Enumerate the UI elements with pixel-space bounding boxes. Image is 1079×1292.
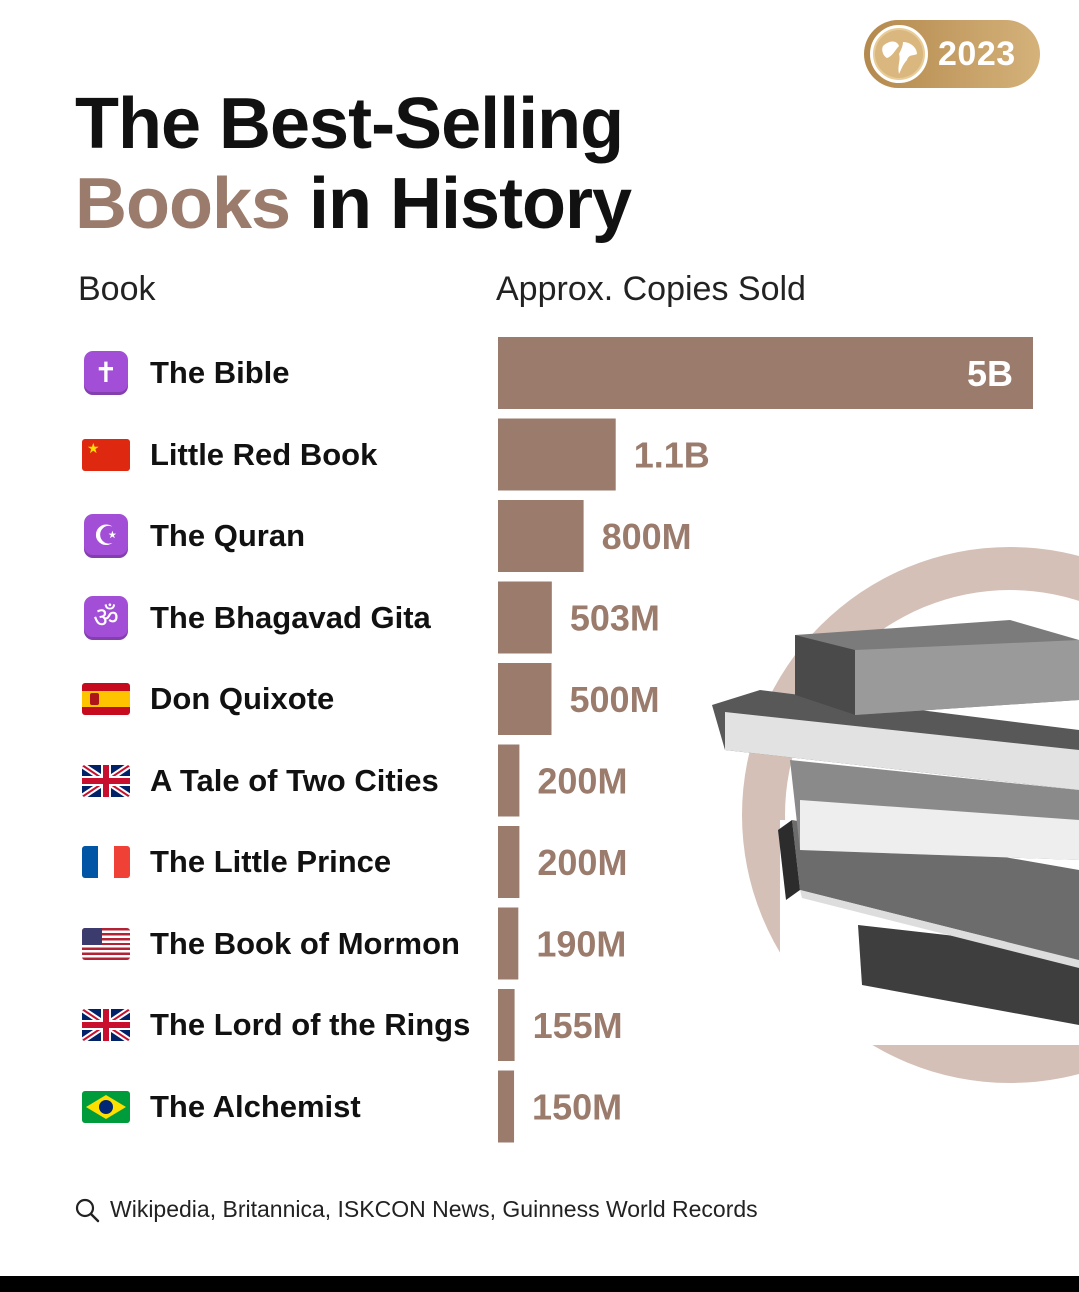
china-flag-icon: ★: [82, 436, 130, 474]
book-name: The Bible: [150, 355, 290, 390]
copies-column-header: Approx. Copies Sold: [496, 270, 806, 308]
bottom-bar: [0, 1276, 1079, 1292]
page-title: The Best-Selling Books in History: [75, 84, 632, 244]
book-name: The Little Prince: [150, 844, 392, 879]
book-name: A Tale of Two Cities: [150, 762, 439, 798]
book-row-label: ✝ The Bible: [82, 347, 290, 399]
book-name: The Lord of the Rings: [150, 1007, 471, 1042]
book-row-label: The Alchemist: [82, 1081, 361, 1133]
book-row-label: The Lord of the Rings: [82, 999, 470, 1051]
book-name: The Quran: [150, 518, 306, 553]
book-row-label: ॐ The Bhagavad Gita: [82, 592, 431, 644]
source-text: Wikipedia, Britannica, ISKCON News, Guin…: [110, 1196, 758, 1222]
badge-year: 2023: [938, 34, 1016, 73]
book-row-label: The Little Prince: [82, 836, 391, 888]
title-rest: in History: [290, 164, 632, 244]
book-name: Don Quixote: [150, 681, 335, 716]
brazil-flag-icon: [82, 1088, 130, 1126]
crescent-star-icon: ☪: [82, 514, 130, 558]
book-name: The Alchemist: [150, 1088, 361, 1124]
book-name: The Book of Mormon: [150, 925, 460, 961]
spain-flag-icon: [82, 680, 130, 718]
title-accent: Books: [75, 164, 291, 244]
search-icon: [75, 1198, 100, 1222]
usa-flag-icon: [82, 925, 130, 963]
france-flag-icon: [82, 843, 130, 881]
book-column-header: Book: [78, 270, 156, 308]
book-row-label: Don Quixote: [82, 673, 334, 725]
book-name: Little Red Book: [150, 436, 378, 472]
source-line: Wikipedia, Britannica, ISKCON News, Guin…: [74, 1196, 758, 1223]
uk-flag-icon: [82, 1006, 130, 1044]
year-badge: 2023: [864, 20, 1040, 88]
book-row-label: ★ Little Red Book: [82, 429, 377, 481]
books-stack: [712, 620, 1079, 1025]
uk-flag-icon: [82, 762, 130, 800]
book-row-label: The Book of Mormon: [82, 918, 460, 970]
cross-icon: ✝: [82, 351, 130, 395]
globe-icon: [870, 25, 928, 83]
book-name: The Bhagavad Gita: [150, 599, 431, 635]
title-line-1: The Best-Selling: [75, 84, 624, 164]
book-row-label: A Tale of Two Cities: [82, 755, 439, 807]
om-icon: ॐ: [82, 595, 130, 640]
book-row-label: ☪ The Quran: [82, 510, 305, 562]
